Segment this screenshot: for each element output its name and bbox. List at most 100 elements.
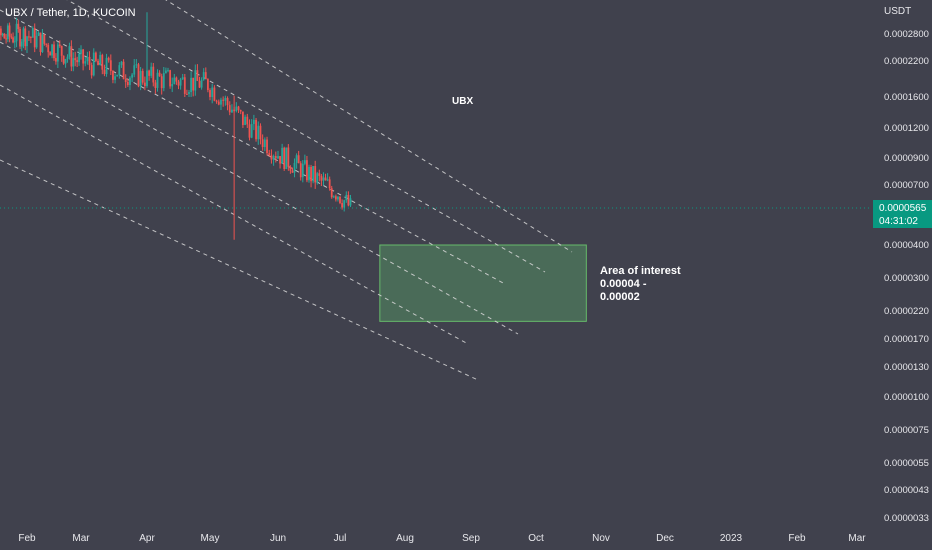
candle [13, 36, 16, 49]
y-tick-label: 0.0000130 [884, 362, 929, 373]
candle [200, 77, 203, 90]
candle [231, 104, 233, 114]
candle [99, 51, 102, 66]
candle [228, 101, 231, 116]
candle [349, 194, 352, 208]
candle [1, 32, 4, 37]
candle [33, 23, 36, 53]
candle [285, 147, 288, 170]
candle [287, 144, 290, 171]
candle [105, 53, 108, 77]
candle [101, 53, 104, 75]
channel-line[interactable] [150, 0, 573, 253]
x-tick-label: Dec [656, 533, 674, 544]
candle [277, 150, 279, 159]
area-of-interest-zone[interactable] [379, 244, 587, 322]
channel-line[interactable] [0, 9, 506, 285]
candle [29, 36, 32, 44]
candle [207, 78, 209, 93]
y-tick-label: 0.0002800 [884, 29, 929, 40]
candle [183, 73, 186, 97]
candle [109, 54, 112, 76]
candle [58, 40, 61, 48]
candle [177, 79, 180, 90]
candle [334, 194, 337, 202]
x-tick-label: Aug [396, 533, 414, 544]
candle [95, 51, 97, 63]
candle [179, 77, 182, 90]
channel-line[interactable] [0, 41, 519, 335]
candle [196, 64, 199, 82]
candle [332, 195, 335, 199]
candle [160, 73, 163, 95]
candle [5, 33, 7, 44]
candle [80, 45, 82, 60]
candle [0, 25, 2, 41]
candle [343, 199, 346, 212]
candle [328, 176, 331, 191]
candle [235, 102, 238, 113]
candle [156, 69, 159, 92]
candle [66, 54, 69, 63]
symbol-header: UBX / Tether, 1D, KUCOIN [5, 7, 136, 19]
candle [116, 74, 119, 77]
candle [15, 17, 18, 48]
candle [118, 62, 121, 79]
bar-countdown: 04:31:02 [879, 216, 918, 227]
candle [181, 73, 184, 80]
candle [150, 62, 153, 79]
candle [49, 51, 52, 56]
candle [24, 26, 27, 51]
candle [141, 68, 144, 85]
candle [84, 56, 87, 67]
candle [37, 31, 40, 37]
candle [39, 32, 42, 56]
candle [220, 97, 222, 111]
candle [173, 73, 176, 85]
candle [120, 61, 123, 68]
candle [263, 137, 266, 152]
candle [213, 85, 216, 102]
ubx-annotation: UBX [452, 96, 474, 107]
candle [19, 26, 21, 49]
candle [126, 78, 129, 87]
candle [22, 26, 25, 49]
candle [35, 30, 38, 49]
candle [3, 33, 6, 39]
candle [167, 67, 169, 73]
candle [129, 76, 131, 91]
candle [248, 119, 251, 141]
candle [53, 41, 55, 61]
y-tick-label: 0.0000100 [884, 392, 929, 403]
candle [6, 23, 9, 43]
y-tick-label: 0.0000900 [884, 153, 929, 164]
candle [299, 161, 302, 181]
candle [107, 56, 110, 63]
candle [68, 42, 71, 60]
candle [41, 29, 44, 53]
candle [56, 42, 59, 69]
candle [268, 149, 271, 157]
candle [301, 160, 304, 183]
candle [242, 111, 244, 128]
candle [78, 47, 80, 66]
candle [215, 99, 218, 104]
area-of-interest-annotation: Area of interest 0.00004 - 0.00002 [600, 265, 710, 304]
candle [259, 123, 262, 145]
candle [324, 173, 327, 181]
candle [28, 30, 30, 42]
candle [92, 48, 95, 77]
y-tick-label: 0.0000033 [884, 513, 929, 524]
currency-label: USDT [884, 6, 912, 17]
channel-line[interactable] [50, 0, 546, 273]
x-tick-label: Apr [139, 533, 155, 544]
candle [154, 79, 157, 94]
candle [169, 69, 171, 89]
candle [112, 69, 114, 84]
x-tick-label: Nov [592, 533, 610, 544]
candle [244, 114, 246, 126]
candle [165, 67, 167, 74]
x-tick-label: Mar [72, 533, 90, 544]
